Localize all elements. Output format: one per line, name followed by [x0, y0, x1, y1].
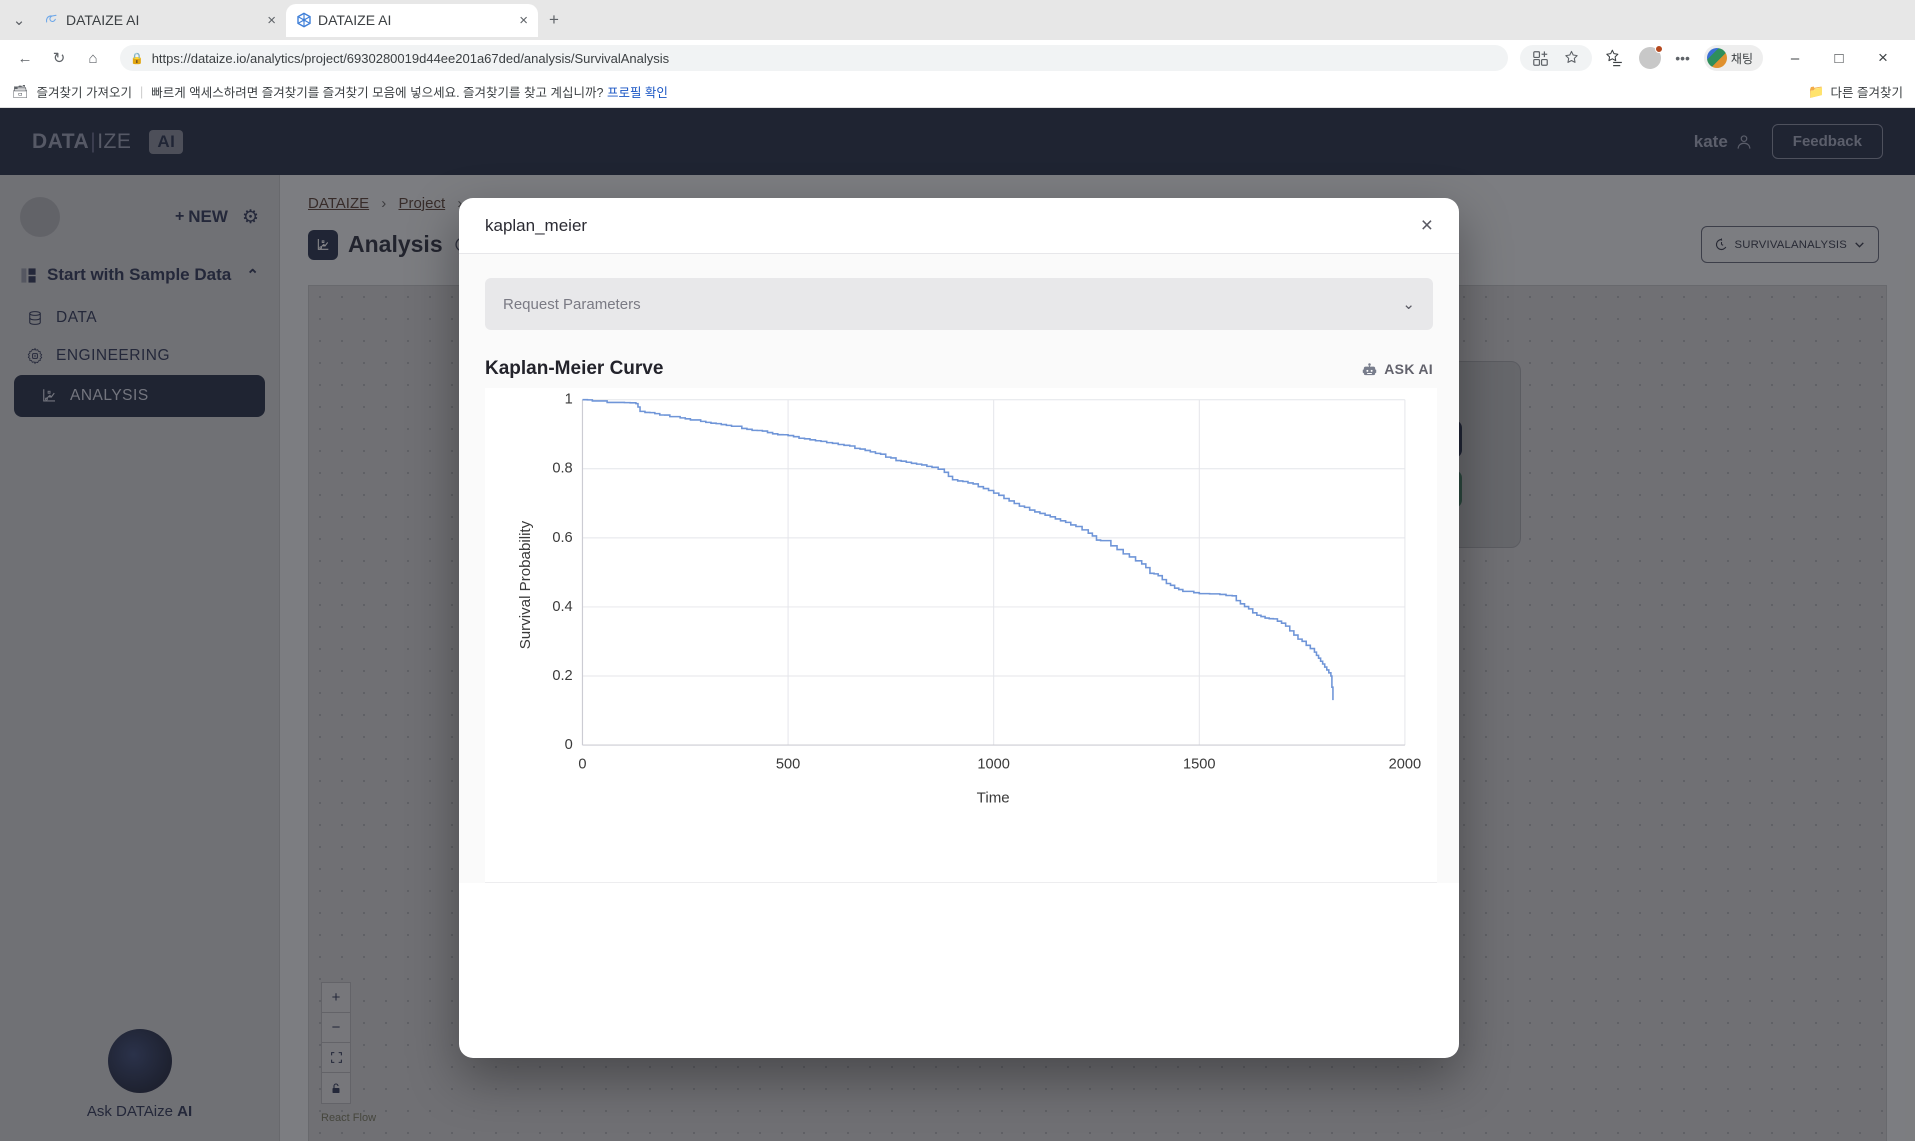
svg-text:2000: 2000 — [1389, 756, 1422, 772]
svg-text:0: 0 — [565, 737, 573, 753]
svg-text:0: 0 — [578, 756, 586, 772]
svg-text:0.4: 0.4 — [552, 599, 572, 615]
svg-text:1500: 1500 — [1183, 756, 1216, 772]
svg-text:Survival Probability: Survival Probability — [517, 520, 534, 649]
svg-text:1000: 1000 — [977, 756, 1010, 772]
svg-text:0.6: 0.6 — [552, 530, 572, 546]
svg-text:Time: Time — [977, 790, 1010, 807]
svg-text:0.2: 0.2 — [552, 668, 572, 684]
svg-text:1: 1 — [565, 392, 573, 408]
svg-text:0.8: 0.8 — [552, 461, 572, 477]
svg-text:500: 500 — [776, 756, 800, 772]
